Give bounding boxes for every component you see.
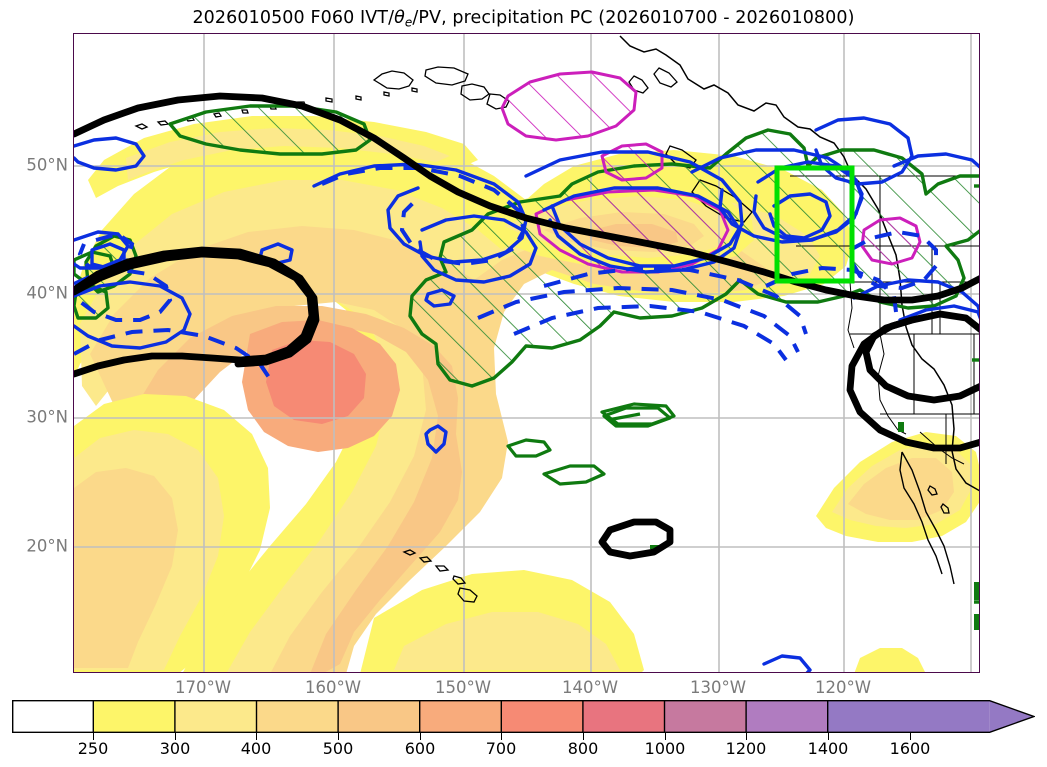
y-tick-30n: 30°N [26,407,68,427]
x-tick-150w: 150°W [434,678,492,697]
colorbar[interactable] [12,700,1035,733]
colorbar-svg [12,700,1035,733]
map-axes[interactable] [73,33,980,673]
x-tick-140w: 140°W [561,678,619,697]
colorbar-tick-400: 400 [240,739,272,758]
colorbar-tick-1200: 1200 [725,739,767,758]
y-tick-40n: 40°N [26,283,68,303]
title-prefix: 2026010500 F060 IVT/ [192,8,395,28]
colorbar-tick-700: 700 [485,739,517,758]
pv-anomaly-contours [500,70,922,274]
colorbar-tick-300: 300 [159,739,191,758]
colorbar-tick-500: 500 [322,739,354,758]
map-svg [74,34,979,672]
colorbar-tick-250: 250 [77,739,109,758]
y-tick-20n: 20°N [26,536,68,556]
region-of-interest-box[interactable] [774,165,855,284]
x-tick-130w: 130°W [689,678,747,697]
page-title: 2026010500 F060 IVT/θe/PV, precipitation… [0,8,1047,29]
colorbar-tick-1600: 1600 [889,739,931,758]
colorbar-tick-1000: 1000 [644,739,686,758]
title-theta-subscript: e [404,15,413,30]
y-tick-50n: 50°N [26,155,68,175]
title-suffix: /PV, precipitation PC (2026010700 - 2026… [412,8,855,28]
colorbar-tick-600: 600 [404,739,436,758]
colorbar-tick-1400: 1400 [807,739,849,758]
x-tick-170w: 170°W [174,678,232,697]
pv-thick-contours [74,92,979,560]
colorbar-tick-800: 800 [567,739,599,758]
colorbar-outline [12,700,1035,733]
x-tick-160w: 160°W [304,678,362,697]
x-tick-120w: 120°W [814,678,872,697]
title-theta-symbol: θ [394,8,405,28]
colorbar-segments [12,700,1034,733]
map-canvas [74,34,979,672]
